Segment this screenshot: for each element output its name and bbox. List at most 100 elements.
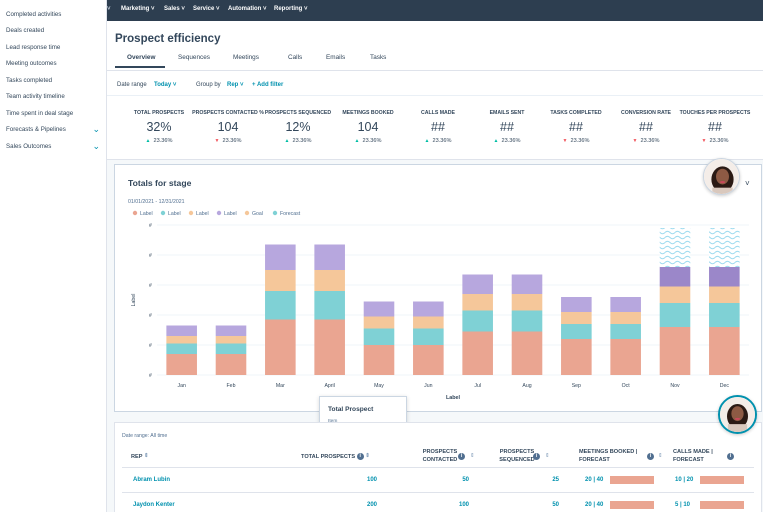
- forecast-bar-dec: [709, 228, 740, 267]
- sort-icon[interactable]: ⇕: [365, 453, 370, 459]
- sidebar: Completed activities Deals created Lead …: [0, 0, 107, 512]
- kpi-delta: ▲ 23.36%: [329, 138, 407, 144]
- sort-icon[interactable]: ⇕: [545, 453, 550, 459]
- kpi-meetings-booked: MEETINGS BOOKED 104 ▲ 23.36%: [329, 110, 407, 144]
- add-filter-label: Add filter: [256, 82, 284, 88]
- bar-aug-series-2: [511, 310, 543, 332]
- stacked-bar-chart: Label Label Label Label Goal Forecast # # # # # # L…: [131, 210, 749, 401]
- prospects-sequenced-cell[interactable]: 25: [552, 477, 559, 483]
- tab-tasks[interactable]: Tasks: [370, 54, 387, 61]
- tab-calls[interactable]: Calls: [288, 54, 303, 61]
- prospects-contacted-cell[interactable]: 50: [462, 477, 469, 483]
- info-icon[interactable]: i: [356, 453, 364, 461]
- bar-feb-series-3: [215, 336, 247, 344]
- sidebar-item-team-activity-timeline[interactable]: Team activity timeline: [6, 92, 100, 101]
- legend-swatch: [216, 210, 222, 216]
- kpi-delta: ▲ 23.36%: [120, 138, 198, 144]
- kpi-label: TASKS COMPLETED: [550, 110, 602, 116]
- sidebar-item-sales-outcomes[interactable]: Sales Outcomes ⌄: [6, 142, 100, 151]
- sort-icon[interactable]: ⇕: [470, 453, 475, 459]
- nav-item-automation[interactable]: Automation ˅: [228, 6, 267, 12]
- y-axis-label: Label: [131, 294, 137, 307]
- sidebar-item-time-spent-in-deal-stage[interactable]: Time spent in deal stage: [6, 109, 100, 118]
- info-icon[interactable]: i: [458, 453, 465, 460]
- nav-label: Sales: [164, 6, 180, 12]
- kpi-delta-value: 23.36%: [709, 138, 729, 144]
- date-range-label: Date range: [117, 82, 147, 88]
- bar-may-series-1: [363, 345, 395, 375]
- legend-swatch: [244, 210, 250, 216]
- tooltip-title: Total Prospect: [328, 406, 374, 413]
- tab-sequences[interactable]: Sequences: [178, 54, 210, 61]
- tab-meetings[interactable]: Meetings: [233, 54, 259, 61]
- bar-may-series-3: [363, 316, 395, 329]
- y-tick-label: #: [149, 373, 152, 379]
- rep-name-link[interactable]: Jaydon Kenter: [133, 502, 175, 508]
- column-header-meetings-booked[interactable]: MEETINGS BOOKED | FORECAST: [579, 449, 645, 464]
- column-header-calls-made[interactable]: CALLS MADE | FORECAST: [673, 449, 725, 464]
- calls-made-cell[interactable]: 10 | 20: [675, 477, 694, 483]
- x-tick-label: Feb: [227, 383, 236, 389]
- calls-forecast-bar: [700, 501, 744, 509]
- add-filter-button[interactable]: + Add filter: [252, 82, 283, 88]
- date-range-dropdown[interactable]: Today ˅: [154, 82, 177, 88]
- collapse-chevron-icon[interactable]: ˅: [107, 6, 111, 12]
- kpi-delta: ▼ 23.36%: [676, 138, 754, 144]
- sidebar-item-label: Completed activities: [6, 11, 62, 18]
- tab-overview[interactable]: Overview: [127, 54, 156, 61]
- kpi-prospects-contacted: PROSPECTS CONTACTED % 104 ▼ 23.36%: [189, 110, 267, 144]
- rep-name-link[interactable]: Abram Lubin: [133, 477, 170, 483]
- bar-may-series-2: [363, 328, 395, 345]
- meetings-booked-cell[interactable]: 20 | 40: [585, 502, 604, 508]
- calls-made-cell[interactable]: 5 | 10: [675, 502, 691, 508]
- total-prospects-cell[interactable]: 200: [366, 502, 377, 508]
- sidebar-item-lead-response-time[interactable]: Lead response time: [6, 43, 100, 52]
- avatar[interactable]: [718, 395, 757, 434]
- y-tick-label: #: [149, 223, 152, 229]
- total-prospects-cell[interactable]: 100: [366, 477, 377, 483]
- prospects-contacted-cell[interactable]: 100: [458, 502, 469, 508]
- bar-jan-series-1: [166, 354, 197, 375]
- column-header-prospects-contacted[interactable]: PROSPECTS CONTACTED: [410, 449, 470, 464]
- group-by-dropdown[interactable]: Rep ˅: [227, 82, 244, 88]
- bar-nov-series-4: [659, 267, 691, 287]
- legend-label: Label: [224, 211, 237, 217]
- x-tick-label: Dec: [720, 383, 730, 389]
- nav-item-reporting[interactable]: Reporting ˅: [274, 6, 308, 12]
- kpi-delta-value: 23.36%: [501, 138, 521, 144]
- kpi-conversion-rate: CONVERSION RATE ## ▼ 23.36%: [607, 110, 685, 144]
- nav-item-sales[interactable]: Sales ˅: [164, 6, 185, 12]
- kpi-label: MEETINGS BOOKED: [342, 110, 394, 116]
- nav-item-marketing[interactable]: Marketing ˅: [121, 6, 155, 12]
- column-header-rep[interactable]: REP ⇕: [131, 453, 149, 462]
- kpi-value: 32%: [146, 120, 172, 134]
- sidebar-item-deals-created[interactable]: Deals created: [6, 26, 100, 35]
- info-icon[interactable]: i: [647, 453, 654, 460]
- info-icon[interactable]: i: [533, 453, 540, 460]
- nav-label: Marketing: [121, 6, 150, 12]
- chevron-down-icon[interactable]: ˅: [745, 179, 750, 188]
- info-icon[interactable]: i: [727, 453, 734, 460]
- triangle-up-icon: ▲: [424, 138, 430, 144]
- sidebar-item-meeting-outcomes[interactable]: Meeting outcomes: [6, 59, 100, 68]
- column-header-prospects-sequenced[interactable]: PROSPECTS SEQUENCED: [490, 449, 544, 464]
- sidebar-item-label: Team activity timeline: [6, 93, 65, 100]
- sort-icon[interactable]: ⇕: [143, 453, 149, 459]
- bar-jul-series-2: [462, 310, 493, 332]
- meetings-booked-cell[interactable]: 20 | 40: [585, 477, 604, 483]
- x-axis-label: Label: [446, 395, 461, 401]
- kpi-value: ##: [431, 120, 445, 134]
- sidebar-item-completed-activities[interactable]: Completed activities: [6, 10, 100, 19]
- nav-item-service[interactable]: Service ˅: [193, 6, 220, 12]
- kpi-value: ##: [708, 120, 722, 134]
- sidebar-item-forecasts-pipelines[interactable]: Forecasts & Pipelines ⌄: [6, 125, 100, 134]
- legend-label: Forecast: [280, 211, 301, 217]
- avatar[interactable]: [703, 158, 740, 195]
- tab-emails[interactable]: Emails: [326, 54, 346, 61]
- kpi-delta: ▲ 23.36%: [259, 138, 337, 144]
- prospects-sequenced-cell[interactable]: 50: [552, 502, 559, 508]
- sidebar-item-tasks-completed[interactable]: Tasks completed: [6, 76, 100, 85]
- triangle-up-icon: ▲: [145, 138, 151, 144]
- column-header-total-prospects[interactable]: TOTAL PROSPECTS i ⇕: [301, 453, 370, 462]
- sort-icon[interactable]: ⇕: [658, 453, 663, 459]
